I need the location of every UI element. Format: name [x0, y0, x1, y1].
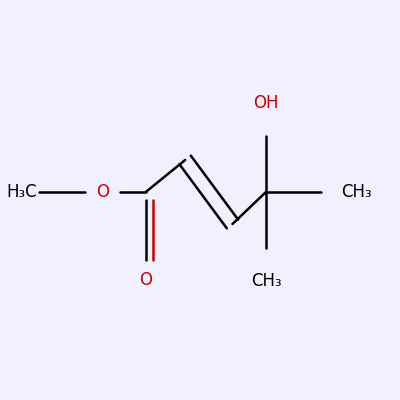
Text: O: O — [96, 183, 109, 201]
Text: O: O — [139, 271, 152, 289]
Text: CH₃: CH₃ — [251, 272, 281, 290]
Text: CH₃: CH₃ — [341, 183, 372, 201]
Text: H₃C: H₃C — [7, 183, 37, 201]
Text: OH: OH — [253, 94, 279, 112]
